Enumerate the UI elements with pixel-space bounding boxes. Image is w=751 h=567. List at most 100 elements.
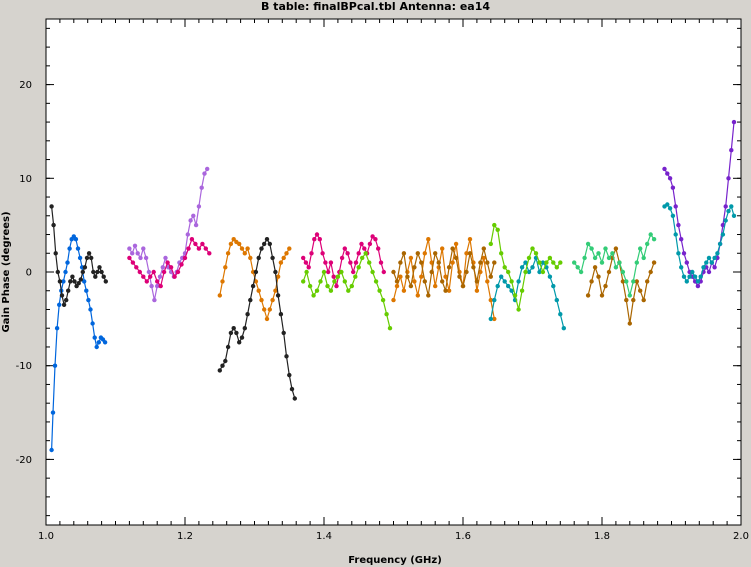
data-point: [492, 316, 497, 322]
data-point: [273, 269, 278, 275]
data-point: [325, 283, 330, 289]
data-point: [55, 269, 60, 275]
data-point: [726, 176, 731, 181]
data-point: [544, 260, 549, 265]
data-point: [88, 307, 93, 312]
data-point: [165, 260, 170, 265]
data-point: [519, 288, 525, 293]
data-point: [467, 251, 473, 256]
y-tick-label: 20: [19, 80, 32, 91]
data-point: [228, 241, 234, 247]
data-point: [433, 251, 438, 256]
data-point: [102, 340, 108, 345]
data-point: [495, 227, 500, 232]
data-point: [665, 202, 670, 207]
data-point: [99, 269, 104, 275]
data-point: [592, 255, 598, 261]
data-point: [731, 213, 737, 218]
data-point: [723, 204, 728, 209]
series-line: [392, 239, 495, 320]
data-point: [137, 269, 142, 275]
data-point: [158, 283, 163, 289]
data-point: [264, 316, 270, 322]
data-point: [422, 279, 427, 284]
data-point: [731, 119, 737, 125]
data-point: [488, 316, 493, 322]
data-point: [712, 255, 717, 261]
data-point: [391, 297, 396, 303]
data-point: [188, 218, 193, 223]
data-point: [77, 255, 83, 261]
data-point: [488, 241, 493, 247]
data-point: [624, 279, 629, 284]
data-point: [620, 279, 626, 284]
data-point: [645, 241, 650, 247]
data-point: [415, 293, 420, 298]
data-point: [186, 246, 191, 251]
data-point: [196, 246, 202, 251]
data-point: [537, 269, 542, 275]
data-point: [127, 246, 132, 251]
data-point: [481, 246, 486, 251]
data-point: [89, 255, 94, 261]
data-point: [318, 279, 323, 284]
data-point: [681, 274, 687, 279]
data-point: [631, 297, 636, 303]
data-point: [519, 265, 525, 270]
data-point: [312, 237, 317, 242]
data-point: [242, 251, 247, 256]
data-point: [537, 260, 542, 265]
x-tick-label: 1.6: [455, 531, 471, 542]
data-point: [715, 251, 720, 256]
data-point: [433, 283, 438, 289]
data-point: [436, 260, 441, 265]
data-point: [684, 260, 689, 265]
data-point: [551, 283, 556, 289]
data-point: [228, 330, 234, 336]
data-point: [377, 288, 382, 293]
data-point: [84, 255, 90, 261]
data-point: [155, 279, 160, 284]
data-point: [667, 206, 673, 211]
data-point: [540, 269, 546, 275]
data-point: [558, 312, 563, 317]
data-point: [405, 274, 410, 279]
data-point: [323, 260, 328, 265]
data-point: [429, 269, 434, 275]
data-point: [373, 279, 379, 284]
data-point: [506, 283, 511, 289]
data-point: [408, 283, 414, 289]
data-point: [267, 307, 272, 312]
data-point: [203, 246, 208, 251]
data-point: [225, 251, 231, 256]
data-point: [450, 260, 455, 265]
data-point: [346, 288, 351, 293]
data-point: [547, 255, 553, 261]
data-point: [301, 279, 306, 284]
data-point: [717, 241, 723, 247]
data-point: [530, 265, 535, 270]
data-point: [67, 246, 72, 251]
data-point: [199, 185, 204, 190]
data-point: [130, 251, 135, 256]
data-point: [376, 246, 381, 251]
data-point: [72, 279, 77, 284]
data-point: [572, 260, 577, 265]
data-point: [401, 288, 407, 293]
data-point: [76, 281, 81, 286]
data-point: [301, 255, 306, 261]
data-point: [73, 237, 79, 242]
data-point: [248, 255, 253, 261]
data-point: [284, 251, 289, 256]
data-point: [509, 288, 514, 293]
data-point: [499, 251, 504, 256]
data-point: [304, 269, 309, 275]
data-point: [554, 265, 559, 270]
data-point: [234, 330, 239, 336]
data-point: [401, 251, 407, 256]
data-point: [65, 260, 70, 265]
y-tick-label: 10: [19, 174, 32, 185]
data-point: [80, 269, 86, 275]
data-point: [488, 297, 493, 303]
data-point: [474, 288, 480, 293]
